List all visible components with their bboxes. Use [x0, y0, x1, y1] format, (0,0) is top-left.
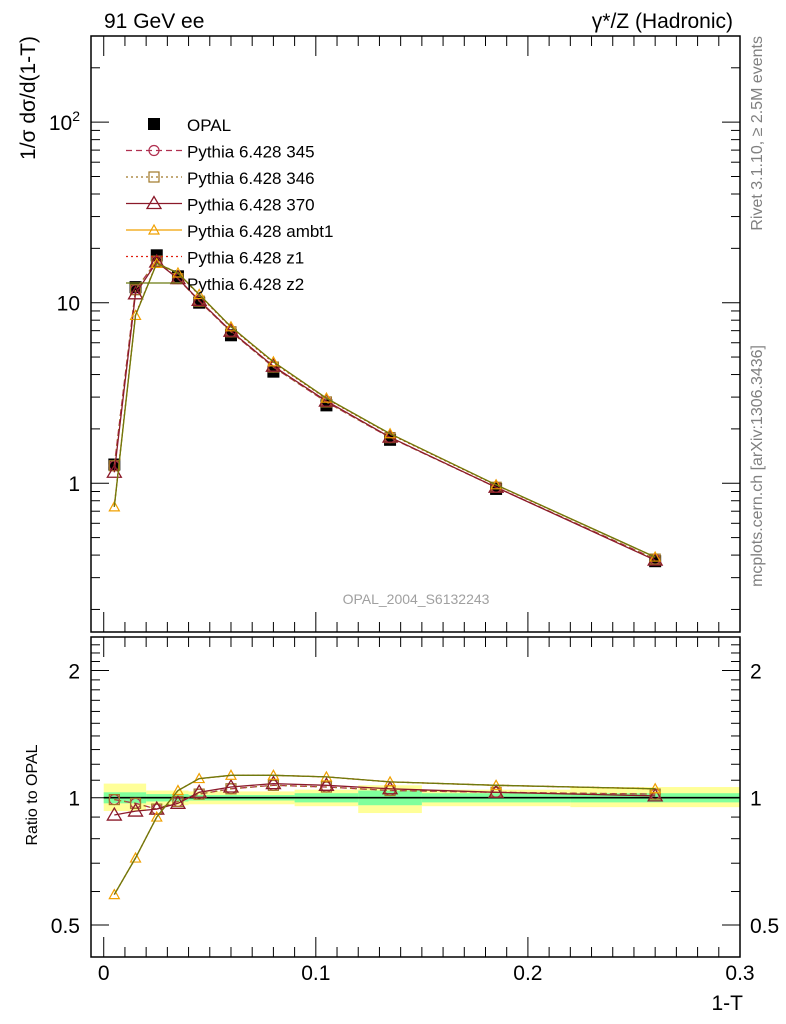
ratio-line-pythia-6-428-346: [114, 784, 656, 810]
legend-label: Pythia 6.428 z2: [187, 275, 304, 294]
ratio-line-pythia-6-428-z2: [113, 774, 656, 895]
main-point-pythia-6-428-370: [127, 285, 144, 300]
legend-label: Pythia 6.428 345: [187, 143, 315, 162]
ratio-point-pythia-6-428-ambt1: [108, 888, 121, 900]
legend-item-pythia-6-428-z1: Pythia 6.428 z1: [126, 249, 304, 268]
x-tick-label: 0.2: [513, 962, 542, 985]
ratio-point-pythia-6-428-370: [381, 780, 399, 795]
legend-marker: [147, 223, 161, 235]
ratio-point-pythia-6-428-346: [108, 793, 120, 806]
ratio-point-pythia-6-428-ambt1: [129, 851, 142, 863]
main-ylabel: 1/σ dσ/d(1-T): [17, 36, 40, 160]
ratio-y-tick-label: 0.5: [51, 915, 80, 938]
legend-item-pythia-6-428-346: Pythia 6.428 346: [126, 169, 315, 188]
ratio-point-pythia-6-428-346: [129, 797, 142, 809]
ratio-point-pythia-6-428-370: [169, 795, 187, 809]
header-left: 91 GeV ee: [104, 10, 204, 33]
analysis-watermark: OPAL_2004_S6132243: [343, 591, 490, 607]
main-point-pythia-6-428-ambt1: [490, 478, 503, 490]
ratio-point-pythia-6-428-370: [148, 800, 165, 815]
main-line-pythia-6-428-z2: [113, 262, 656, 558]
main-plot-frame: [90, 35, 741, 633]
ratio-point-pythia-6-428-370: [487, 784, 505, 798]
legend-label: Pythia 6.428 z1: [187, 249, 304, 268]
header-right: γ*/Z (Hadronic): [592, 10, 733, 33]
main-point-pythia-6-428-ambt1: [224, 320, 238, 332]
main-point-pythia-6-428-ambt1: [384, 427, 397, 439]
x-tick-label: 0.3: [725, 962, 754, 985]
site-label: mcplots.cern.ch [arXiv:1306.3436]: [749, 345, 766, 587]
legend-marker: [145, 195, 163, 210]
legend-marker: [148, 171, 160, 183]
legend-label: Pythia 6.428 346: [187, 169, 315, 188]
legend-label: OPAL: [187, 116, 231, 135]
ratio-point-pythia-6-428-370: [106, 806, 123, 821]
legend-item-pythia-6-428-370: Pythia 6.428 370: [126, 195, 315, 215]
ratio-y-tick-label-right: 1: [750, 788, 762, 811]
ratio-y-tick-label: 1: [68, 788, 80, 811]
rivet-label: Rivet 3.1.10, ≥ 2.5M events: [749, 36, 766, 231]
main-point-pythia-6-428-ambt1: [108, 500, 121, 512]
ratio-point-pythia-6-428-ambt1: [150, 810, 163, 822]
ratio-point-pythia-6-428-ambt1: [171, 784, 184, 796]
x-axis-label: 1-T: [712, 992, 744, 1015]
ratio-line-pythia-6-428-370: [114, 782, 656, 816]
main-y-tick-label: 1: [68, 473, 80, 496]
main-y-tick-exponent: 2: [72, 108, 80, 124]
legend-item-pythia-6-428-z2: Pythia 6.428 z2: [126, 275, 304, 294]
x-tick-label: 0.1: [301, 962, 330, 985]
ratio-point-pythia-6-428-370: [318, 777, 335, 791]
legend-item-pythia-6-428-ambt1: Pythia 6.428 ambt1: [126, 222, 333, 241]
legend-marker: [148, 118, 160, 130]
ratio-point-pythia-6-428-370: [127, 802, 144, 817]
legend-item-opal: OPAL: [148, 116, 231, 135]
ratio-point-pythia-6-428-370: [647, 787, 664, 802]
ratio-point-pythia-6-428-370: [265, 775, 282, 790]
main-y-tick-label: 102: [49, 108, 80, 135]
legend-marker: [148, 144, 160, 157]
ratio-ylabel: Ratio to OPAL: [24, 744, 41, 845]
ratio-point-pythia-6-428-370: [191, 784, 208, 798]
ratio-y-tick-label-right: 2: [750, 660, 762, 683]
main-point-pythia-6-428-ambt1: [320, 391, 333, 403]
main-point-pythia-6-428-ambt1: [193, 288, 206, 300]
main-point-pythia-6-428-ambt1: [150, 257, 163, 269]
legend-label: Pythia 6.428 ambt1: [187, 222, 333, 241]
main-y-tick-label: 10: [57, 293, 80, 316]
ratio-y-tick-label: 2: [68, 660, 80, 683]
ratio-plot-frame: [90, 636, 741, 958]
legend-item-pythia-6-428-345: Pythia 6.428 345: [126, 143, 315, 162]
main-point-opal: [224, 329, 237, 342]
legend-label: Pythia 6.428 370: [187, 196, 315, 215]
ratio-y-tick-label-right: 0.5: [750, 915, 779, 938]
x-tick-label: 0: [98, 962, 110, 985]
main-point-pythia-6-428-370: [191, 292, 208, 307]
legend: OPAL Pythia 6.428 345 Pythia 6.428 346 Pyth…: [126, 116, 333, 294]
main-point-pythia-6-428-370: [265, 357, 282, 372]
ratio-plot-panel: 0.5 0.5 1 1 2 2 0 0.1 0.2 0.3: [51, 636, 779, 985]
ratio-point-pythia-6-428-370: [222, 778, 240, 793]
